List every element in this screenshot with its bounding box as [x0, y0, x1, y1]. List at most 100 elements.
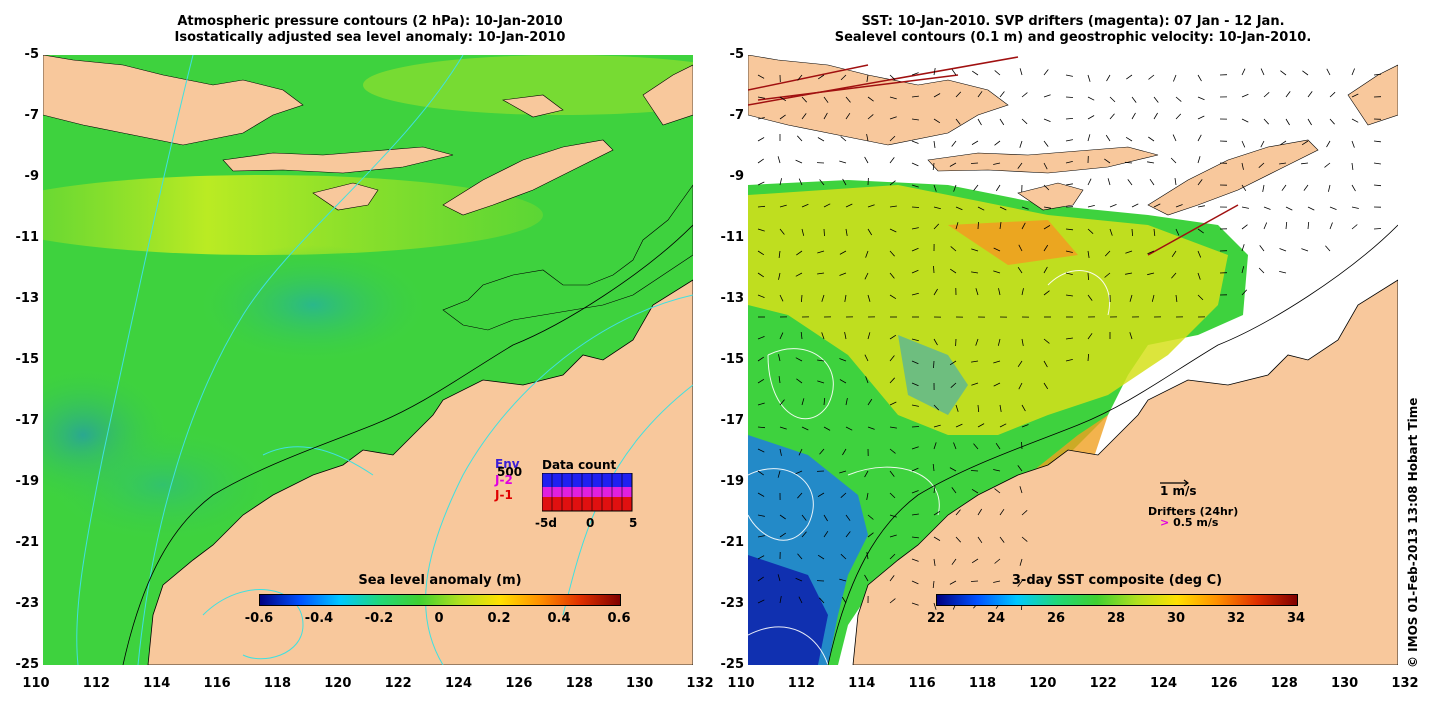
velocity-arrow — [864, 470, 869, 478]
inset-legend-j2: J-2 — [495, 473, 513, 487]
velocity-arrow — [797, 135, 803, 142]
velocity-arrow — [911, 558, 919, 562]
velocity-arrow — [865, 250, 869, 258]
velocity-arrow — [1263, 206, 1271, 210]
velocity-arrow — [1197, 115, 1205, 120]
velocity-arrow — [1351, 224, 1358, 230]
colorbar-tick-label: 0.2 — [487, 611, 511, 626]
velocity-arrow — [1241, 289, 1247, 296]
velocity-arrow — [1153, 96, 1159, 103]
velocity-arrow — [995, 442, 1001, 450]
velocity-arrow — [867, 294, 871, 302]
velocity-arrow — [1125, 272, 1133, 275]
colorbar-tick-label: 30 — [1166, 611, 1186, 626]
velocity-arrow — [933, 424, 941, 428]
velocity-arrow — [757, 576, 764, 582]
velocity-arrow — [933, 558, 936, 566]
velocity-arrow — [1197, 179, 1203, 186]
velocity-arrow — [796, 250, 803, 256]
velocity-arrow — [911, 247, 919, 252]
velocity-arrow — [993, 162, 1001, 165]
velocity-arrow — [1285, 91, 1291, 98]
velocity-arrow — [801, 514, 807, 521]
velocity-arrow — [933, 184, 937, 192]
velocity-arrow — [817, 492, 825, 497]
velocity-arrow — [1175, 294, 1178, 302]
velocity-arrow — [798, 596, 803, 604]
velocity-arrow — [1351, 206, 1359, 209]
velocity-arrow — [1109, 204, 1117, 208]
velocity-arrow — [1285, 221, 1288, 230]
velocity-arrow — [1153, 112, 1158, 120]
velocity-arrow — [1043, 360, 1048, 368]
velocity-arrow — [801, 203, 809, 208]
inset-title: Data count — [542, 458, 617, 472]
velocity-arrow — [999, 508, 1005, 516]
lon-tick-label: 130 — [626, 676, 654, 691]
velocity-arrow — [797, 553, 803, 560]
velocity-arrow — [955, 423, 963, 428]
velocity-arrow — [779, 332, 784, 340]
velocity-arrow — [819, 597, 825, 604]
inset-xtick-end: 5 — [629, 516, 638, 530]
lat-tick-label: -23 — [720, 596, 745, 611]
velocity-arrow — [999, 404, 1002, 412]
velocity-arrow — [817, 554, 825, 560]
velocity-arrow — [779, 204, 787, 208]
velocity-arrow — [817, 137, 825, 142]
left-title-line2: Isostatically adjusted sea level anomaly… — [174, 30, 566, 45]
velocity-arrow — [955, 206, 963, 211]
right-title-line2: Sealevel contours (0.1 m) and geostrophi… — [834, 30, 1312, 45]
velocity-arrow — [864, 354, 869, 362]
velocity-arrow — [1258, 267, 1265, 274]
velocity-arrow — [911, 446, 919, 450]
velocity-arrow — [1087, 294, 1093, 301]
velocity-arrow — [757, 426, 766, 429]
velocity-arrow — [955, 91, 962, 98]
colorbar-tick-label: 32 — [1226, 611, 1246, 626]
velocity-arrow — [823, 530, 829, 538]
lat-tick-label: -17 — [15, 413, 40, 428]
velocity-arrow — [889, 250, 895, 257]
velocity-arrow — [1373, 162, 1381, 165]
velocity-arrow — [864, 156, 869, 164]
velocity-arrow — [1148, 74, 1155, 80]
velocity-arrow — [840, 136, 847, 142]
velocity-arrow — [757, 228, 765, 232]
velocity-arrow — [977, 221, 979, 230]
velocity-arrow — [845, 531, 851, 538]
velocity-arrow — [798, 178, 803, 186]
velocity-arrow — [971, 558, 979, 564]
velocity-arrow — [1351, 68, 1355, 76]
velocity-arrow — [1065, 74, 1073, 77]
velocity-arrow — [1019, 68, 1023, 76]
velocity-arrow — [911, 95, 919, 98]
velocity-arrow — [839, 250, 847, 255]
velocity-arrow — [1087, 353, 1089, 362]
velocity-arrow — [1197, 205, 1205, 208]
velocity-arrow — [973, 443, 979, 450]
velocity-arrow — [839, 272, 847, 276]
velocity-arrow — [801, 96, 807, 103]
velocity-arrow — [1174, 178, 1177, 186]
velocity-arrow — [1021, 424, 1029, 428]
velocity-arrow — [1151, 294, 1155, 302]
velocity-arrow — [911, 580, 919, 585]
velocity-arrow — [866, 492, 869, 500]
lat-tick-label: -7 — [729, 108, 744, 123]
velocity-arrow — [971, 488, 979, 494]
velocity-arrow — [1043, 338, 1050, 344]
velocity-arrow — [757, 356, 765, 362]
velocity-arrow — [1329, 118, 1335, 125]
lon-tick-label: 124 — [444, 676, 473, 691]
lon-tick-label: 116 — [203, 676, 231, 691]
velocity-arrow — [1241, 206, 1249, 209]
velocity-arrow — [866, 134, 869, 142]
velocity-arrow — [867, 114, 874, 120]
velocity-arrow — [994, 488, 1001, 494]
velocity-arrow — [889, 448, 896, 454]
velocity-arrow — [823, 397, 826, 406]
velocity-arrow — [1279, 140, 1287, 146]
velocity-arrow — [1197, 250, 1202, 258]
velocity-arrow — [1373, 73, 1382, 76]
